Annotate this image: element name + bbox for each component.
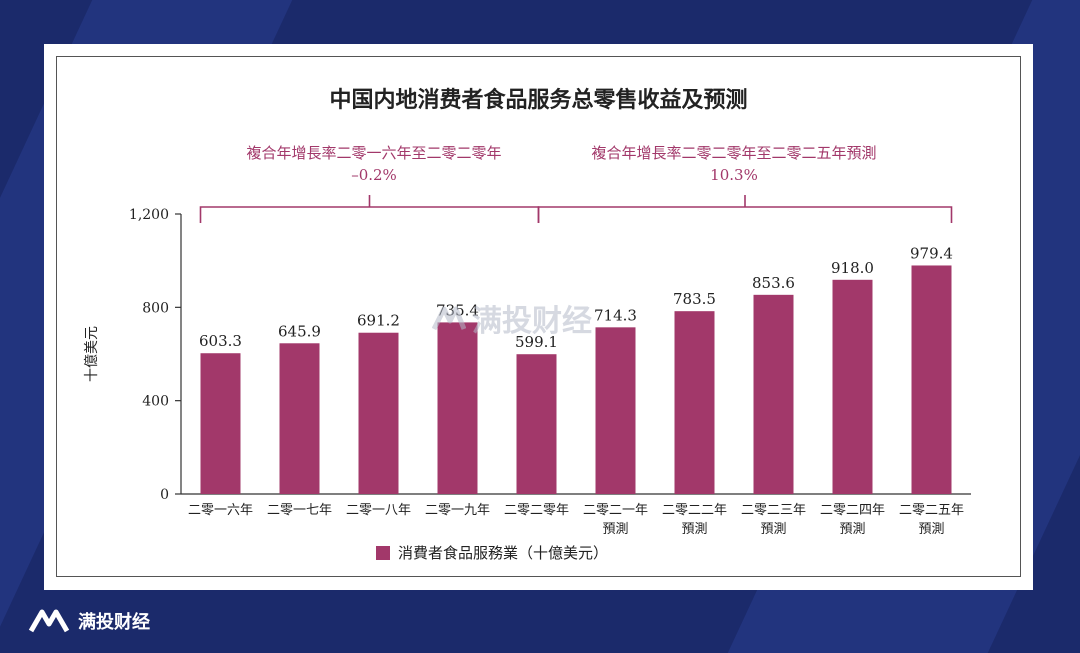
cagr-annotation-1-label: 複合年增長率二零一六年至二零二零年 — [246, 144, 502, 162]
x-tick-label: 預測 — [918, 522, 944, 537]
x-tick-label: 預測 — [760, 522, 786, 537]
watermark: 满投财经 — [432, 296, 592, 340]
x-tick-label: 預測 — [681, 522, 707, 537]
bar — [832, 279, 873, 494]
x-tick-label: 二零二一年 — [583, 503, 648, 518]
bar-value-label: 603.3 — [199, 332, 242, 350]
chart-title: 中国内地消费者食品服务总零售收益及预测 — [329, 87, 748, 113]
chart-card: 中国内地消费者食品服务总零售收益及预测 複合年增長率二零一六年至二零二零年 –0… — [44, 44, 1033, 590]
bar-value-label: 979.4 — [910, 244, 953, 262]
bar-value-label: 783.5 — [673, 290, 716, 308]
cagr-bracket — [199, 195, 540, 223]
x-tick-label: 二零二五年 — [899, 503, 964, 518]
bar — [674, 311, 715, 494]
x-tick-label: 預測 — [839, 522, 865, 537]
bar-value-label: 918.0 — [831, 259, 874, 277]
x-tick-label: 二零二零年 — [504, 503, 569, 518]
brand-name: 满投财经 — [78, 612, 150, 633]
y-tick-label: 800 — [142, 300, 169, 316]
bar-value-label: 599.1 — [515, 333, 558, 351]
cagr-annotation-2-value: 10.3% — [710, 166, 758, 184]
y-tick-label: 1,200 — [129, 207, 169, 223]
bar-value-label: 714.3 — [594, 306, 637, 324]
bar — [753, 294, 794, 494]
bar-chart: 0 400 800 1,200 十億美元 603.3 二零一六年 645.9 二零一七年 691.… — [84, 195, 971, 537]
legend-label: 消費者食品服務業（十億美元） — [398, 544, 609, 562]
bar — [200, 353, 241, 494]
x-tick-label: 二零二二年 — [662, 503, 727, 518]
cagr-annotation-1-value: –0.2% — [351, 166, 397, 184]
watermark-text: 满投财经 — [472, 304, 592, 339]
bar-value-label: 645.9 — [278, 322, 321, 340]
brand: 满投财经 — [28, 608, 150, 634]
x-tick-label: 二零一六年 — [188, 503, 253, 518]
bar — [595, 327, 636, 494]
bar — [358, 332, 399, 494]
cagr-annotation-2-label: 複合年增長率二零二零年至二零二五年預測 — [591, 144, 877, 162]
y-tick-label: 400 — [142, 394, 169, 410]
watermark-logo-icon — [432, 306, 466, 331]
cagr-annotation-2: 複合年增長率二零二零年至二零二五年預測 10.3% — [524, 142, 944, 186]
logo-icon — [28, 609, 70, 633]
cagr-annotation-1: 複合年增長率二零一六年至二零二零年 –0.2% — [174, 142, 574, 186]
legend-swatch — [376, 545, 390, 560]
bar — [279, 343, 320, 494]
bar-value-label: 691.2 — [357, 312, 400, 330]
y-tick-label: 0 — [160, 487, 169, 503]
x-tick-label: 二零一九年 — [425, 503, 490, 518]
legend: 消費者食品服務業（十億美元） — [376, 542, 608, 563]
x-tick-label: 二零一八年 — [346, 503, 411, 518]
bar — [516, 354, 557, 494]
bar — [437, 322, 478, 494]
bar — [911, 265, 952, 494]
x-tick-label: 二零一七年 — [267, 503, 332, 518]
y-axis-label: 十億美元 — [84, 326, 100, 382]
chart-frame — [56, 56, 1021, 577]
bar-value-label: 853.6 — [752, 274, 795, 292]
x-tick-label: 二零二三年 — [741, 503, 806, 518]
cagr-bracket — [537, 195, 953, 223]
x-tick-label: 預測 — [602, 522, 628, 537]
x-tick-label: 二零二四年 — [820, 503, 885, 518]
